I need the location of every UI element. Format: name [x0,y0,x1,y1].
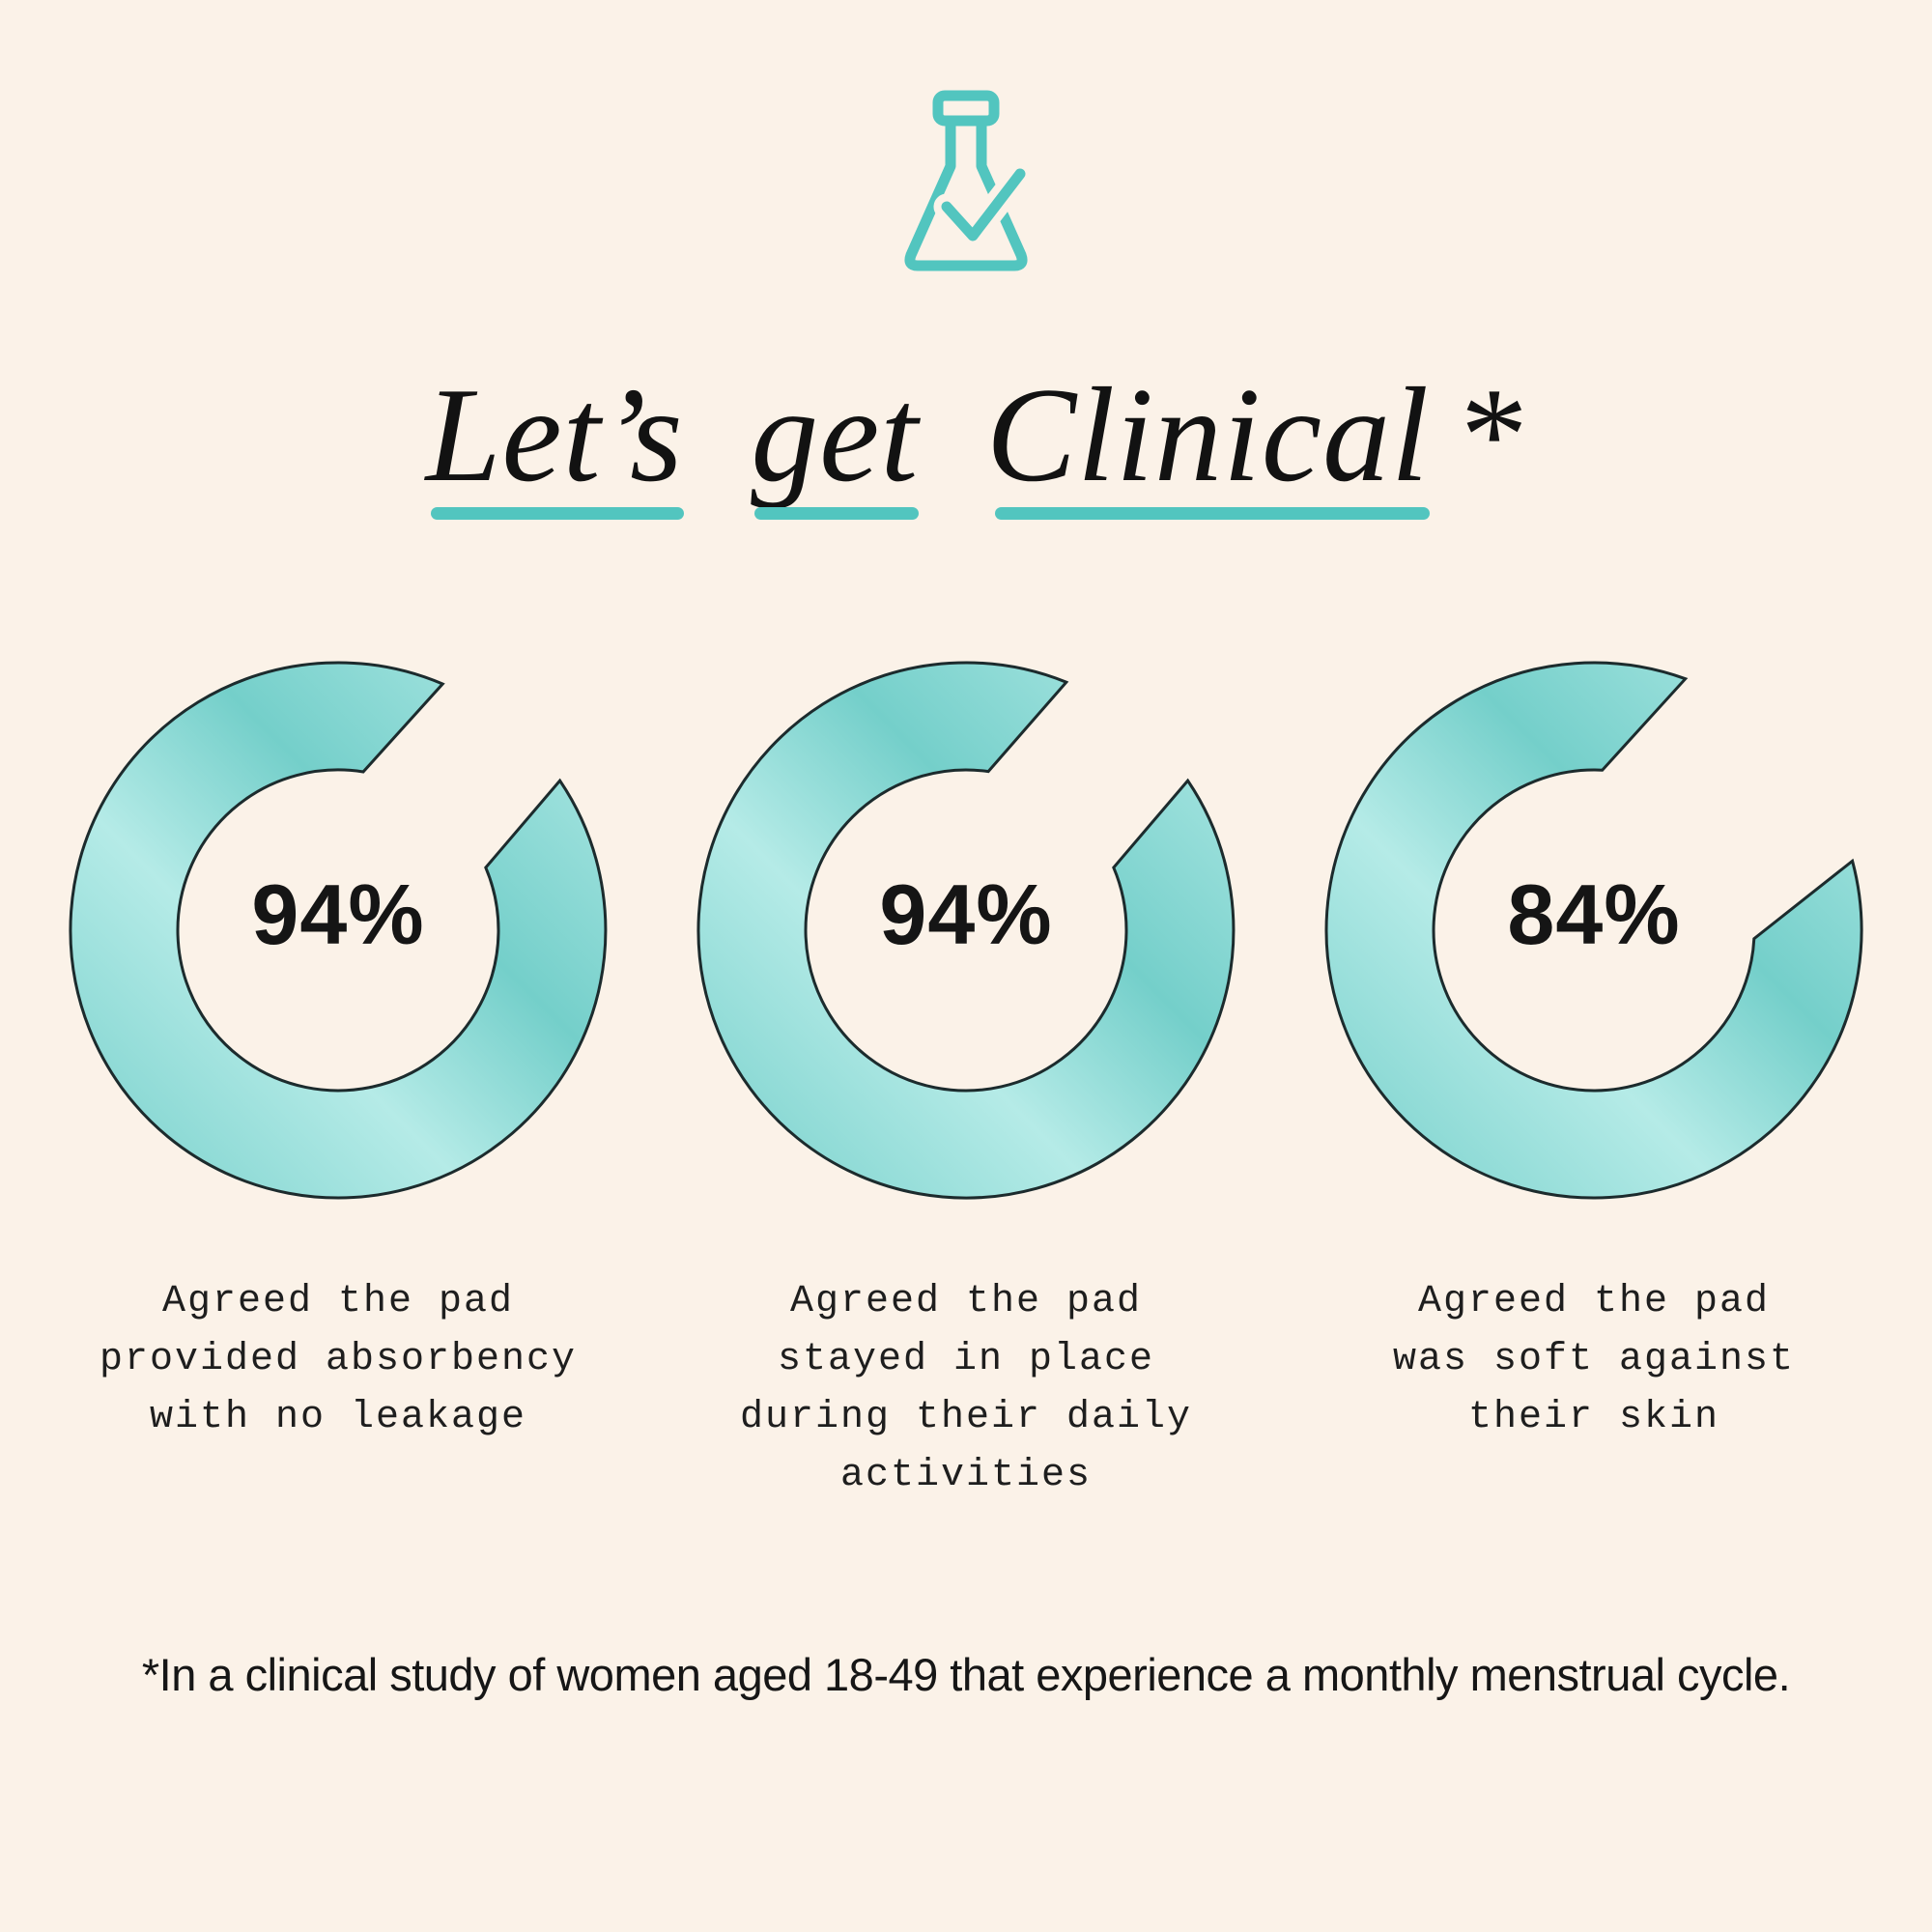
title-asterisk: * [1454,360,1523,510]
donut-value-label: 94% [251,867,425,962]
flask-check-icon [894,89,1038,277]
flask-check-svg [904,90,1034,271]
check-icon [941,168,1026,242]
donut-charts-row: 94% 94% 84% [0,660,1932,1201]
donut-ring-svg [1324,661,1863,1200]
title-word-lets: Let’s [425,360,684,521]
donut-ring-svg [69,661,608,1200]
title-word-get: get [751,360,920,521]
donut-value-label: 94% [879,867,1053,962]
chart-caption-softness: Agreed the pad was soft against their sk… [1392,1280,1796,1439]
chart-caption-stay-in-place: Agreed the pad stayed in place during th… [739,1280,1193,1497]
donut-ring [69,661,608,1200]
donut-chart-softness: 84% [1323,660,1864,1201]
flask-lip [932,90,1000,127]
flask-body [904,115,1028,271]
page-title: Let’s get Clinical * [0,360,1932,521]
donut-chart-absorbency: 94% [68,660,609,1201]
donut-value-label: 84% [1507,867,1681,962]
donut-ring-svg [696,661,1236,1200]
donut-chart-stay-in-place: 94% [696,660,1236,1201]
donut-ring [696,661,1236,1200]
footnote: *In a clinical study of women aged 18-49… [141,1649,1791,1700]
donut-ring [1324,661,1863,1200]
chart-caption-absorbency: Agreed the pad provided absorbency with … [99,1280,578,1439]
captions-row: Agreed the pad provided absorbency with … [0,1273,1932,1505]
title-word-clinical: Clinical [985,360,1431,521]
